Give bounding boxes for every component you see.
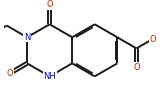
Text: O: O	[133, 63, 140, 72]
Text: O: O	[7, 69, 13, 78]
Text: NH: NH	[43, 72, 56, 81]
Text: N: N	[24, 33, 30, 42]
Text: O: O	[149, 34, 156, 44]
Text: O: O	[46, 0, 53, 9]
